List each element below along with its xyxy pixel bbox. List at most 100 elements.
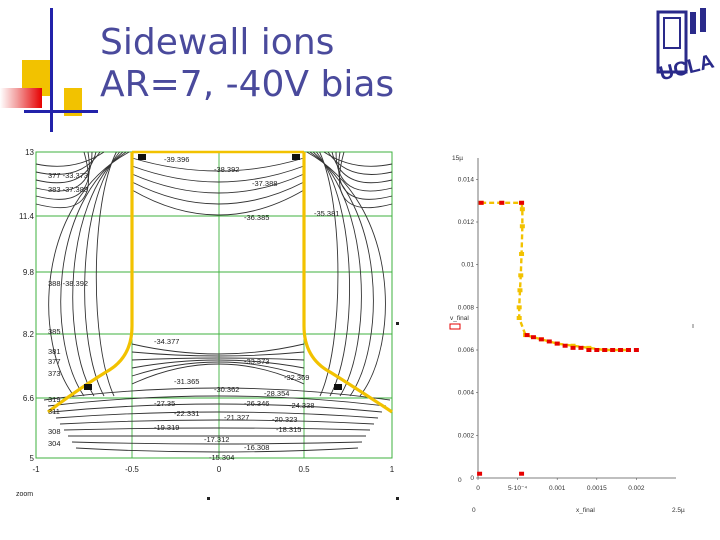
contour-line [131, 157, 305, 172]
accent-yellow-square-small [64, 88, 82, 116]
chart-y-legend-swatch [449, 323, 461, 330]
contour-plot: -39.396 -38.392 -37.388 -36.385 -35.381 -34.3… [14, 144, 406, 506]
contour-value-label: -22.331 [174, 409, 199, 418]
data-point [562, 343, 568, 348]
left-edge-label: 304 [48, 439, 61, 448]
y-tick-label: 9.8 [23, 268, 35, 277]
data-point [586, 348, 592, 352]
data-point [516, 305, 522, 310]
chart-axes [477, 158, 676, 479]
trench-corner-markers [84, 154, 342, 390]
contour-line [131, 359, 305, 369]
contour-line [131, 189, 305, 216]
contour-value-label: -37.388 [252, 179, 277, 188]
x-tick-label: 0.001 [549, 485, 566, 492]
data-point [625, 348, 631, 352]
y-tick-label: 11.4 [19, 212, 35, 221]
marker [84, 384, 92, 390]
contour-value-label: -31.365 [174, 377, 199, 386]
data-point [477, 471, 483, 476]
title-line-2: AR=7, -40V bias [100, 64, 395, 105]
data-point [499, 200, 505, 205]
trajectory-chart: 0.014 0.012 0.01 0.008 0.006 0.004 0.002 0 0 5·1… [449, 155, 685, 514]
x-tick-label: 0 [476, 485, 480, 492]
contour-line [131, 361, 305, 377]
contour-value-labels: -39.396 -38.392 -37.388 -36.385 -35.381 -34.3… [154, 155, 339, 462]
contour-line [47, 395, 387, 407]
contour-value-label: -16.308 [244, 443, 269, 452]
contour-line [43, 387, 391, 401]
marker [292, 154, 300, 160]
chart-y-top-label: 15µ [452, 155, 463, 162]
contour-value-label: -28.354 [264, 389, 289, 398]
x-tick-label: 0 [217, 465, 222, 474]
contour-line [309, 151, 374, 397]
data-point [546, 339, 552, 344]
contour-line [71, 441, 363, 445]
stray-dot [396, 322, 399, 325]
chart-y-label: v_final [450, 315, 469, 322]
series-yellow [478, 200, 631, 352]
stray-dot [692, 324, 694, 328]
data-point [519, 207, 525, 212]
chart-series [477, 200, 639, 476]
contour-line [84, 151, 120, 397]
contour-line [35, 151, 97, 184]
data-point [554, 341, 560, 346]
y-tick-label: 0.012 [458, 219, 475, 226]
contour-line [319, 151, 339, 397]
data-point [570, 345, 576, 350]
logo-frame-outer [656, 10, 688, 74]
y-tick-label: 5 [30, 454, 35, 463]
y-tick-label: 0.002 [458, 432, 475, 439]
contour-value-label: -17.312 [204, 435, 229, 444]
logo-frame-inner [663, 17, 681, 49]
accent-blue-horizontal-line [24, 110, 98, 113]
accent-blue-vertical-line [50, 8, 53, 132]
contour-value-label: -36.385 [244, 213, 269, 222]
contour-plot-background [14, 144, 406, 506]
contour-line [312, 151, 362, 397]
data-point [519, 200, 525, 205]
contour-value-label: -30.362 [214, 385, 239, 394]
contour-line [35, 151, 105, 167]
contour-value-label: -35.381 [314, 209, 339, 218]
left-edge-label: 383 -37.388 [48, 185, 88, 194]
contour-line [60, 151, 127, 397]
contour-line [131, 357, 305, 361]
y-tick-label: 0 [470, 475, 474, 482]
data-point [602, 348, 608, 352]
y-tick-label: 0.006 [458, 347, 475, 354]
data-point [578, 345, 584, 350]
contour-line [48, 151, 130, 397]
chart-origin-label: 0 [458, 477, 462, 484]
contour-lines [35, 151, 393, 453]
contour-line [59, 419, 375, 425]
contour-line [35, 151, 89, 209]
x-tick-label: 0.5 [298, 465, 310, 474]
contour-line [131, 165, 305, 183]
left-edge-label: 308 [48, 427, 61, 436]
contour-line [316, 151, 350, 397]
left-edge-label: 377 -33.373 [48, 171, 88, 180]
contour-line [131, 173, 305, 194]
contour-line [131, 181, 305, 205]
contour-value-label: -39.396 [164, 155, 189, 164]
logo-bar-2 [700, 8, 706, 32]
left-edge-label: 388 -38.392 [48, 279, 88, 288]
contour-value-label: -33.373 [244, 357, 269, 366]
data-point [478, 200, 484, 205]
left-edge-label: 377 [48, 357, 61, 366]
x-tick-label: 5·10⁻⁴ [508, 485, 527, 492]
data-point [530, 335, 536, 340]
data-point [516, 316, 522, 320]
contour-line [131, 343, 305, 355]
chart-x-ticks: 0 5·10⁻⁴ 0.001 0.0015 0.002 [476, 478, 645, 492]
y-axis-ticks: 13 11.4 9.8 8.2 6.6 5 [19, 148, 35, 463]
contour-value-label: -19.319 [154, 423, 179, 432]
chart-x-label: x_final [576, 507, 595, 514]
data-point [519, 252, 525, 256]
logo-bar-1 [690, 12, 696, 34]
chart-y-ticks: 0.014 0.012 0.01 0.008 0.006 0.004 0.002 0 [458, 176, 478, 482]
